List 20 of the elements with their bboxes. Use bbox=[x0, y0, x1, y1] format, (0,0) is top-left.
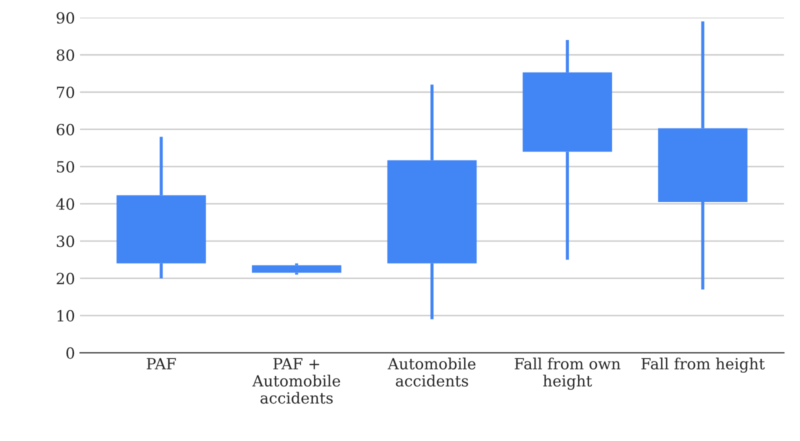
x-tick-label: Automobile accidents bbox=[388, 358, 476, 387]
x-tick-label: Fall from own height bbox=[514, 358, 620, 390]
candlestick bbox=[658, 21, 748, 290]
candlestick bbox=[387, 84, 477, 320]
y-tick-label: 80 bbox=[56, 49, 74, 61]
y-tick-label: 50 bbox=[56, 161, 74, 173]
y-tick-label: 20 bbox=[56, 272, 74, 284]
candlestick bbox=[522, 40, 612, 260]
candlestick bbox=[252, 263, 342, 275]
x-tick-label: Fall from height bbox=[641, 358, 765, 373]
x-tick-label: PAF bbox=[146, 358, 176, 370]
candlestick bbox=[116, 136, 206, 278]
y-tick-label: 60 bbox=[56, 124, 74, 136]
y-tick-label: 90 bbox=[56, 12, 74, 24]
x-tick-label: PAF + Automobile accidents bbox=[252, 358, 340, 404]
y-tick-label: 30 bbox=[56, 236, 74, 248]
y-tick-label: 0 bbox=[66, 347, 74, 359]
y-tick-label: 10 bbox=[58, 310, 74, 322]
y-tick-label: 70 bbox=[56, 86, 74, 98]
y-tick-label: 40 bbox=[56, 198, 74, 210]
